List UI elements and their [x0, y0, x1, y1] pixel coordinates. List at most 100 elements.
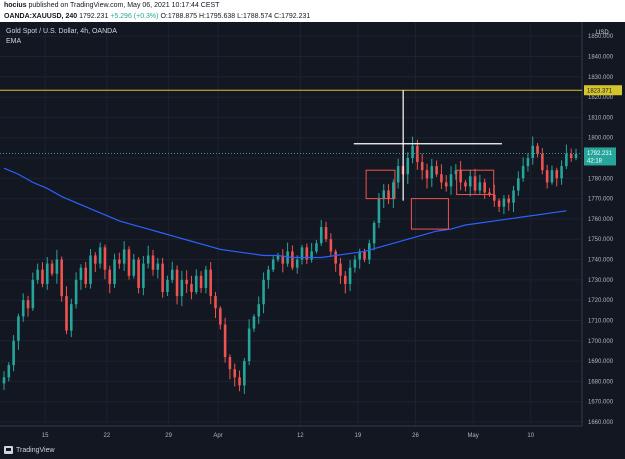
candle-body: [113, 259, 116, 284]
candle-body: [382, 190, 386, 199]
candle-body: [276, 255, 280, 260]
currency-label: USD: [596, 30, 609, 36]
candle-body: [492, 194, 496, 201]
countdown-label: 42:18: [587, 158, 603, 164]
candle-body: [161, 263, 164, 293]
candle-body: [411, 145, 414, 158]
candle-body: [257, 304, 261, 317]
candle-body: [233, 369, 237, 378]
candle-body: [329, 239, 333, 252]
y-tick-label: 1820.000: [588, 95, 614, 101]
candle-body: [420, 162, 424, 171]
candle-body: [137, 259, 140, 288]
candle-body: [122, 249, 126, 264]
candle-body: [377, 198, 381, 223]
y-tick-label: 1850.000: [588, 34, 614, 40]
candle-body: [156, 263, 160, 270]
candle-body: [267, 269, 270, 280]
candle-body: [252, 316, 256, 329]
footer: TradingView: [0, 443, 625, 459]
candle-body: [79, 267, 83, 280]
y-tick-label: 1810.000: [588, 115, 614, 121]
candle-body: [305, 247, 309, 260]
y-tick-label: 1830.000: [588, 75, 614, 81]
candle-body: [142, 263, 145, 288]
candle-body: [219, 308, 222, 325]
candle-body: [199, 275, 203, 288]
candle-body: [517, 178, 520, 191]
candle-body: [406, 158, 410, 175]
candle-body: [262, 279, 265, 305]
candle-body: [468, 176, 472, 187]
ema-line: [3, 167, 567, 259]
candle-body: [45, 263, 49, 284]
candle-body: [319, 227, 323, 244]
candle-body: [560, 166, 563, 179]
symbol-label: OANDA:XAUUSD, 240: [4, 13, 78, 20]
y-tick-label: 1770.000: [588, 197, 614, 203]
candle-body: [247, 328, 251, 362]
price-change: +5.296 (+0.3%): [110, 13, 159, 20]
candle-body: [392, 182, 395, 199]
candle-body: [17, 316, 20, 341]
candle-body: [166, 279, 169, 293]
candle-body: [488, 192, 491, 195]
legend-indicator[interactable]: EMA: [6, 38, 22, 45]
candle-body: [98, 247, 102, 264]
hline-price-label: 1823.371: [587, 89, 613, 95]
highlight-box: [410, 198, 449, 230]
candle-body: [295, 259, 299, 268]
candle-body: [507, 198, 510, 203]
candle-body: [60, 259, 63, 297]
candle-body: [26, 300, 30, 309]
candle-body: [108, 269, 112, 284]
candle-body: [170, 269, 174, 280]
candle-body: [435, 166, 438, 175]
candle-body: [55, 259, 59, 274]
legend-title: Gold Spot / U.S. Dollar, 4h, OANDA: [6, 28, 117, 35]
brand-label: TradingView: [16, 446, 55, 454]
x-tick-label: Apr: [213, 433, 222, 439]
candle-body: [94, 255, 97, 264]
candle-body: [483, 182, 486, 193]
candle-body: [348, 267, 352, 284]
candle-body: [339, 263, 342, 276]
x-tick-label: 26: [412, 433, 419, 439]
y-tick-label: 1840.000: [588, 54, 614, 60]
candle-body: [512, 190, 515, 203]
current-price-label: 1792.231: [587, 151, 613, 157]
candle-body: [132, 259, 136, 276]
candle-body: [555, 170, 559, 179]
y-tick-label: 1710.000: [588, 318, 614, 324]
candle-body: [194, 275, 198, 293]
current-price-tag: [584, 147, 616, 166]
candle-body: [310, 251, 313, 260]
ohlc-values: O:1788.875 H:1795.638 L:1788.574 C:1792.…: [160, 13, 311, 20]
candle-body: [118, 259, 121, 264]
candle-body: [574, 153, 578, 158]
candle-body: [315, 243, 318, 252]
candle-body: [204, 269, 208, 288]
candle-body: [146, 255, 150, 264]
author-name[interactable]: hocius: [4, 2, 27, 9]
candle-body: [459, 170, 462, 183]
y-tick-label: 1760.000: [588, 217, 614, 223]
candle-body: [343, 275, 347, 284]
y-tick-label: 1680.000: [588, 379, 614, 385]
candle-body: [473, 176, 477, 191]
candle-body: [281, 255, 285, 264]
y-tick-label: 1670.000: [588, 400, 614, 406]
y-tick-label: 1780.000: [588, 176, 614, 182]
candle-body: [569, 153, 573, 158]
x-tick-label: 29: [165, 433, 172, 439]
candle-body: [454, 170, 458, 175]
candle-body: [209, 269, 212, 297]
candle-body: [444, 182, 448, 187]
y-tick-label: 1660.000: [588, 420, 614, 426]
candle-body: [103, 247, 107, 270]
x-tick-label: 15: [42, 433, 49, 439]
candle-body: [478, 182, 482, 191]
x-tick-label: 19: [355, 433, 362, 439]
tradingview-logo[interactable]: TradingView: [4, 446, 55, 454]
